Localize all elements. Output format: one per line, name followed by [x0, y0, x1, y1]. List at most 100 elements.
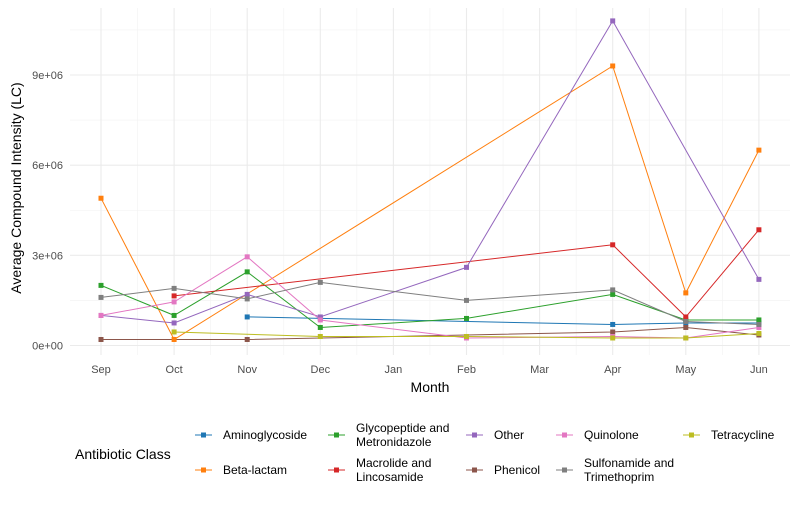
data-point-glycopeptide-and-metronidazole — [98, 282, 104, 288]
legend: Antibiotic Class Aminoglycoside Beta-lact… — [75, 421, 775, 484]
legend-key-sulfonamide-and-trimethoprim — [556, 467, 573, 473]
grid — [70, 8, 790, 355]
y-tick-label: 6e+06 — [32, 160, 63, 172]
legend-label-other: Other — [494, 428, 524, 442]
legend-key-marker — [472, 467, 477, 473]
legend-key-tetracycline — [683, 432, 700, 438]
y-axis-ticks: 0e+00 3e+06 6e+06 9e+06 — [32, 70, 63, 353]
legend-label-macrolide-and-lincosamide: Macrolide and Lincosamide — [356, 456, 431, 484]
x-tick-label: Sep — [91, 364, 111, 376]
data-point-beta-lactam — [171, 336, 177, 342]
data-point-glycopeptide-and-metronidazole — [171, 312, 177, 318]
legend-label-glycopeptide-and-metronidazole: Glycopeptide and Metronidazole — [356, 421, 449, 449]
data-point-quinolone — [756, 324, 762, 330]
legend-key-aminoglycoside — [195, 432, 212, 438]
x-tick-label: Oct — [166, 364, 183, 376]
x-tick-label: Nov — [237, 364, 257, 376]
legend-key-glycopeptide-and-metronidazole — [328, 432, 345, 438]
legend-label-line: Lincosamide — [356, 470, 424, 484]
data-point-glycopeptide-and-metronidazole — [464, 315, 469, 321]
data-point-macrolide-and-lincosamide — [171, 293, 177, 299]
legend-label-phenicol: Phenicol — [494, 463, 540, 477]
data-point-beta-lactam — [610, 63, 616, 69]
x-tick-label: Apr — [604, 364, 621, 376]
y-axis-title: Average Compound Intensity (LC) — [8, 82, 24, 293]
data-point-glycopeptide-and-metronidazole — [317, 324, 323, 330]
series-line-sulfonamide-and-trimethoprim — [100, 281, 759, 325]
data-point-other — [464, 264, 469, 270]
legend-key-macrolide-and-lincosamide — [328, 467, 345, 473]
data-point-tetracycline — [610, 335, 616, 341]
data-point-aminoglycoside — [244, 314, 250, 320]
data-point-other — [756, 276, 762, 282]
legend-key-marker — [689, 432, 694, 438]
data-point-quinolone — [171, 299, 177, 305]
data-point-beta-lactam — [98, 195, 104, 201]
data-point-phenicol — [98, 336, 104, 342]
legend-key-marker — [562, 467, 567, 473]
data-point-sulfonamide-and-trimethoprim — [244, 296, 250, 302]
legend-key-marker — [562, 432, 567, 438]
legend-key-phenicol — [466, 467, 483, 473]
data-point-tetracycline — [683, 335, 689, 341]
data-point-beta-lactam — [756, 147, 762, 153]
legend-label-line: Macrolide and — [356, 456, 431, 470]
legend-label-aminoglycoside: Aminoglycoside — [223, 428, 307, 442]
y-tick-label: 9e+06 — [32, 70, 63, 82]
legend-title: Antibiotic Class — [75, 446, 171, 462]
data-point-phenicol — [683, 324, 689, 330]
data-point-tetracycline — [756, 330, 762, 336]
data-point-tetracycline — [317, 333, 323, 339]
x-axis-title: Month — [411, 379, 450, 395]
data-point-tetracycline — [464, 333, 469, 339]
x-tick-label: Mar — [530, 364, 549, 376]
data-point-other — [171, 320, 177, 326]
x-tick-label: Jun — [750, 364, 768, 376]
data-point-phenicol — [244, 336, 250, 342]
legend-key-marker — [334, 432, 339, 438]
legend-label-quinolone: Quinolone — [584, 428, 639, 442]
series-line-macrolide-and-lincosamide — [174, 229, 760, 318]
data-point-sulfonamide-and-trimethoprim — [756, 321, 762, 327]
legend-key-other — [466, 432, 483, 438]
y-tick-label: 3e+06 — [32, 250, 63, 262]
data-point-other — [610, 18, 616, 24]
legend-label-beta-lactam: Beta-lactam — [223, 463, 287, 477]
x-axis-ticks: Sep Oct Nov Dec Jan Feb Mar Apr May Jun — [91, 364, 768, 376]
data-point-aminoglycoside — [610, 321, 616, 327]
legend-key-marker — [472, 432, 477, 438]
data-point-sulfonamide-and-trimethoprim — [464, 297, 469, 303]
data-point-quinolone — [244, 254, 250, 260]
legend-key-beta-lactam — [195, 467, 212, 473]
data-point-quinolone — [317, 317, 323, 323]
legend-label-tetracycline: Tetracycline — [711, 428, 775, 442]
data-point-glycopeptide-and-metronidazole — [610, 291, 616, 297]
data-point-sulfonamide-and-trimethoprim — [171, 285, 177, 291]
x-tick-label: Feb — [457, 364, 476, 376]
data-point-quinolone — [98, 312, 104, 318]
y-tick-label: 0e+00 — [32, 341, 63, 353]
data-point-macrolide-and-lincosamide — [683, 314, 689, 320]
legend-label-line: Trimethoprim — [584, 470, 654, 484]
x-tick-label: Dec — [311, 364, 331, 376]
legend-label-line: Metronidazole — [356, 435, 432, 449]
data-point-beta-lactam — [683, 290, 689, 296]
data-point-sulfonamide-and-trimethoprim — [317, 279, 323, 285]
series-line-tetracycline — [174, 331, 759, 339]
data-point-macrolide-and-lincosamide — [610, 242, 616, 248]
data-point-glycopeptide-and-metronidazole — [244, 269, 250, 275]
data-point-sulfonamide-and-trimethoprim — [683, 318, 689, 324]
series-points — [98, 18, 762, 342]
data-point-other — [317, 314, 323, 320]
legend-key-marker — [334, 467, 339, 473]
legend-label-line: Glycopeptide and — [356, 421, 449, 435]
data-point-sulfonamide-and-trimethoprim — [610, 287, 616, 293]
data-point-phenicol — [610, 329, 616, 335]
data-point-other — [244, 291, 250, 297]
x-tick-label: May — [675, 364, 696, 376]
legend-key-marker — [201, 432, 206, 438]
x-tick-label: Jan — [385, 364, 403, 376]
legend-label-sulfonamide-and-trimethoprim: Sulfonamide and Trimethoprim — [584, 456, 674, 484]
